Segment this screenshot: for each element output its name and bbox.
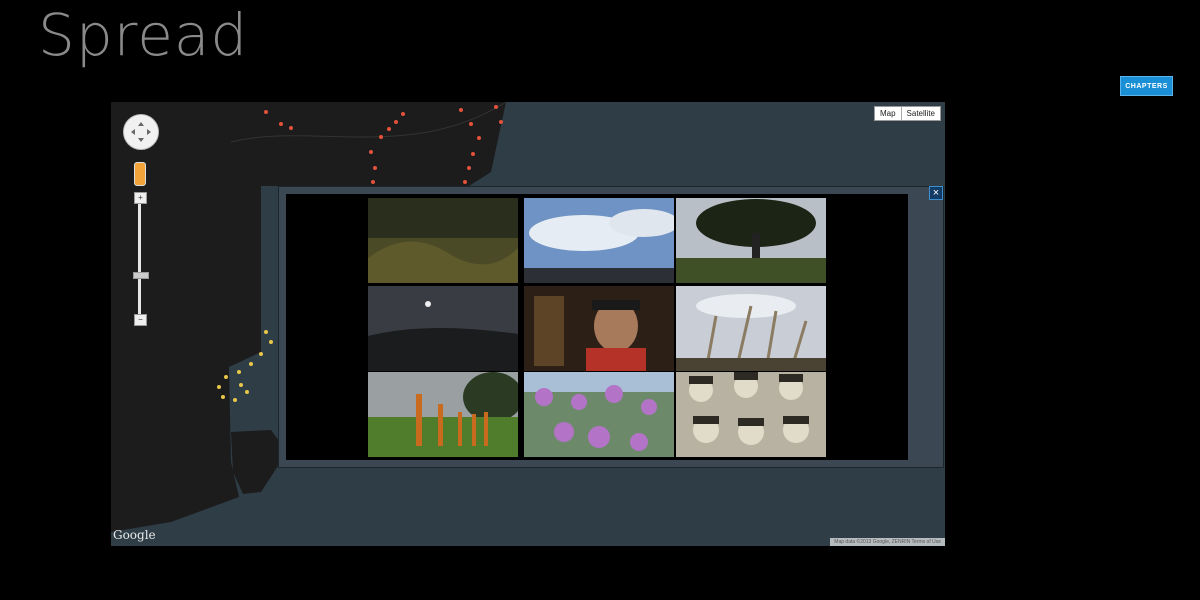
page-title: Spread <box>38 1 249 69</box>
landmass <box>111 102 506 532</box>
landmass <box>231 430 287 494</box>
map-attribution[interactable]: Map data ©2013 Google, ZENRIN Terms of U… <box>830 538 945 546</box>
map-type-map[interactable]: Map <box>879 109 896 118</box>
route-yellow <box>217 330 273 402</box>
thumbnail-moon-dusk[interactable] <box>368 286 518 371</box>
map-type-satellite[interactable]: Satellite <box>900 107 940 120</box>
map-canvas[interactable] <box>111 102 945 546</box>
thumbnail-forest-hillside[interactable] <box>368 198 518 283</box>
thumbnail-wooden-posts[interactable] <box>368 372 518 457</box>
zoom-slider-track[interactable] <box>138 204 141 314</box>
zoom-control[interactable]: + − <box>133 162 149 327</box>
map-type-control[interactable]: Map Satellite <box>873 106 941 121</box>
pan-control[interactable] <box>123 114 159 150</box>
chapters-button[interactable]: CHAPTERS <box>1120 76 1173 96</box>
street-view-pegman-icon[interactable] <box>134 162 146 186</box>
pan-arrows-icon <box>131 122 151 142</box>
thumbnail-pampas-grass[interactable] <box>676 286 826 371</box>
thumbnail-cosmos-flowers[interactable] <box>524 372 674 457</box>
zoom-slider-thumb[interactable] <box>133 272 149 279</box>
route-red <box>264 105 503 184</box>
thumbnail-group-photo[interactable] <box>676 372 826 457</box>
gallery-close-button[interactable]: × <box>929 186 943 200</box>
thumbnail-cloudy-sky[interactable] <box>524 198 674 283</box>
zoom-in-button[interactable]: + <box>134 192 147 204</box>
zoom-out-button[interactable]: − <box>134 314 147 326</box>
google-logo: Google <box>113 528 156 542</box>
coastline <box>230 102 507 143</box>
thumbnail-large-tree[interactable] <box>676 198 826 283</box>
thumbnail-elderly-man[interactable] <box>524 286 674 371</box>
gallery-panel <box>286 194 908 460</box>
